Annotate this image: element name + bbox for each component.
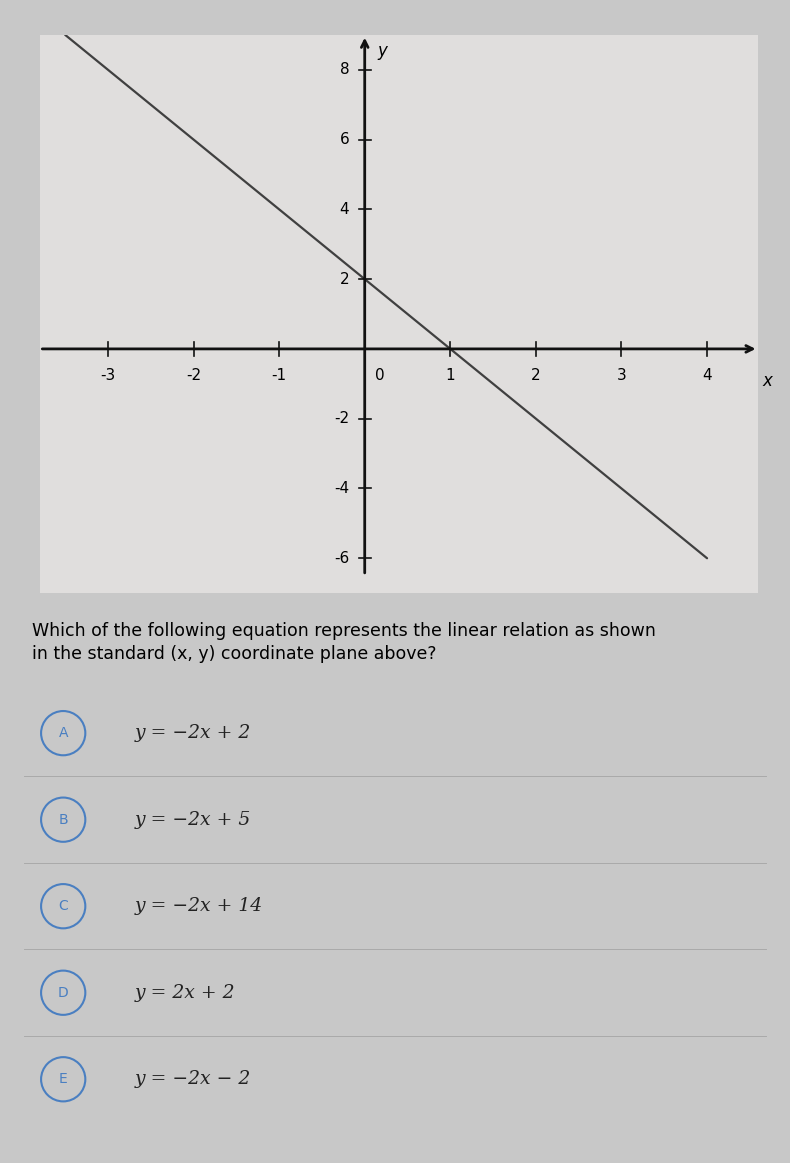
Text: y = −2x − 2: y = −2x − 2 [134, 1070, 250, 1089]
Text: 4: 4 [702, 368, 712, 383]
Text: 2: 2 [340, 272, 349, 286]
Text: y: y [378, 42, 387, 59]
Text: y = −2x + 2: y = −2x + 2 [134, 725, 250, 742]
Text: -6: -6 [334, 551, 349, 565]
Text: y = −2x + 14: y = −2x + 14 [134, 897, 262, 915]
Text: 3: 3 [616, 368, 626, 383]
Text: 4: 4 [340, 202, 349, 216]
Text: -3: -3 [100, 368, 115, 383]
Text: 8: 8 [340, 63, 349, 77]
Text: -2: -2 [186, 368, 201, 383]
Text: y = −2x + 5: y = −2x + 5 [134, 811, 250, 829]
Text: 1: 1 [446, 368, 455, 383]
Text: 0: 0 [375, 368, 385, 383]
Text: 6: 6 [340, 133, 349, 147]
Text: -1: -1 [272, 368, 287, 383]
Text: x: x [762, 372, 773, 390]
Text: 2: 2 [531, 368, 540, 383]
Text: y = 2x + 2: y = 2x + 2 [134, 984, 235, 1001]
Text: D: D [58, 986, 69, 1000]
Text: C: C [58, 899, 68, 913]
Text: E: E [58, 1072, 68, 1086]
Text: Which of the following equation represents the linear relation as shown
in the s: Which of the following equation represen… [32, 621, 656, 663]
Text: A: A [58, 726, 68, 740]
Text: -2: -2 [334, 412, 349, 426]
Text: -4: -4 [334, 481, 349, 495]
Text: B: B [58, 813, 68, 827]
